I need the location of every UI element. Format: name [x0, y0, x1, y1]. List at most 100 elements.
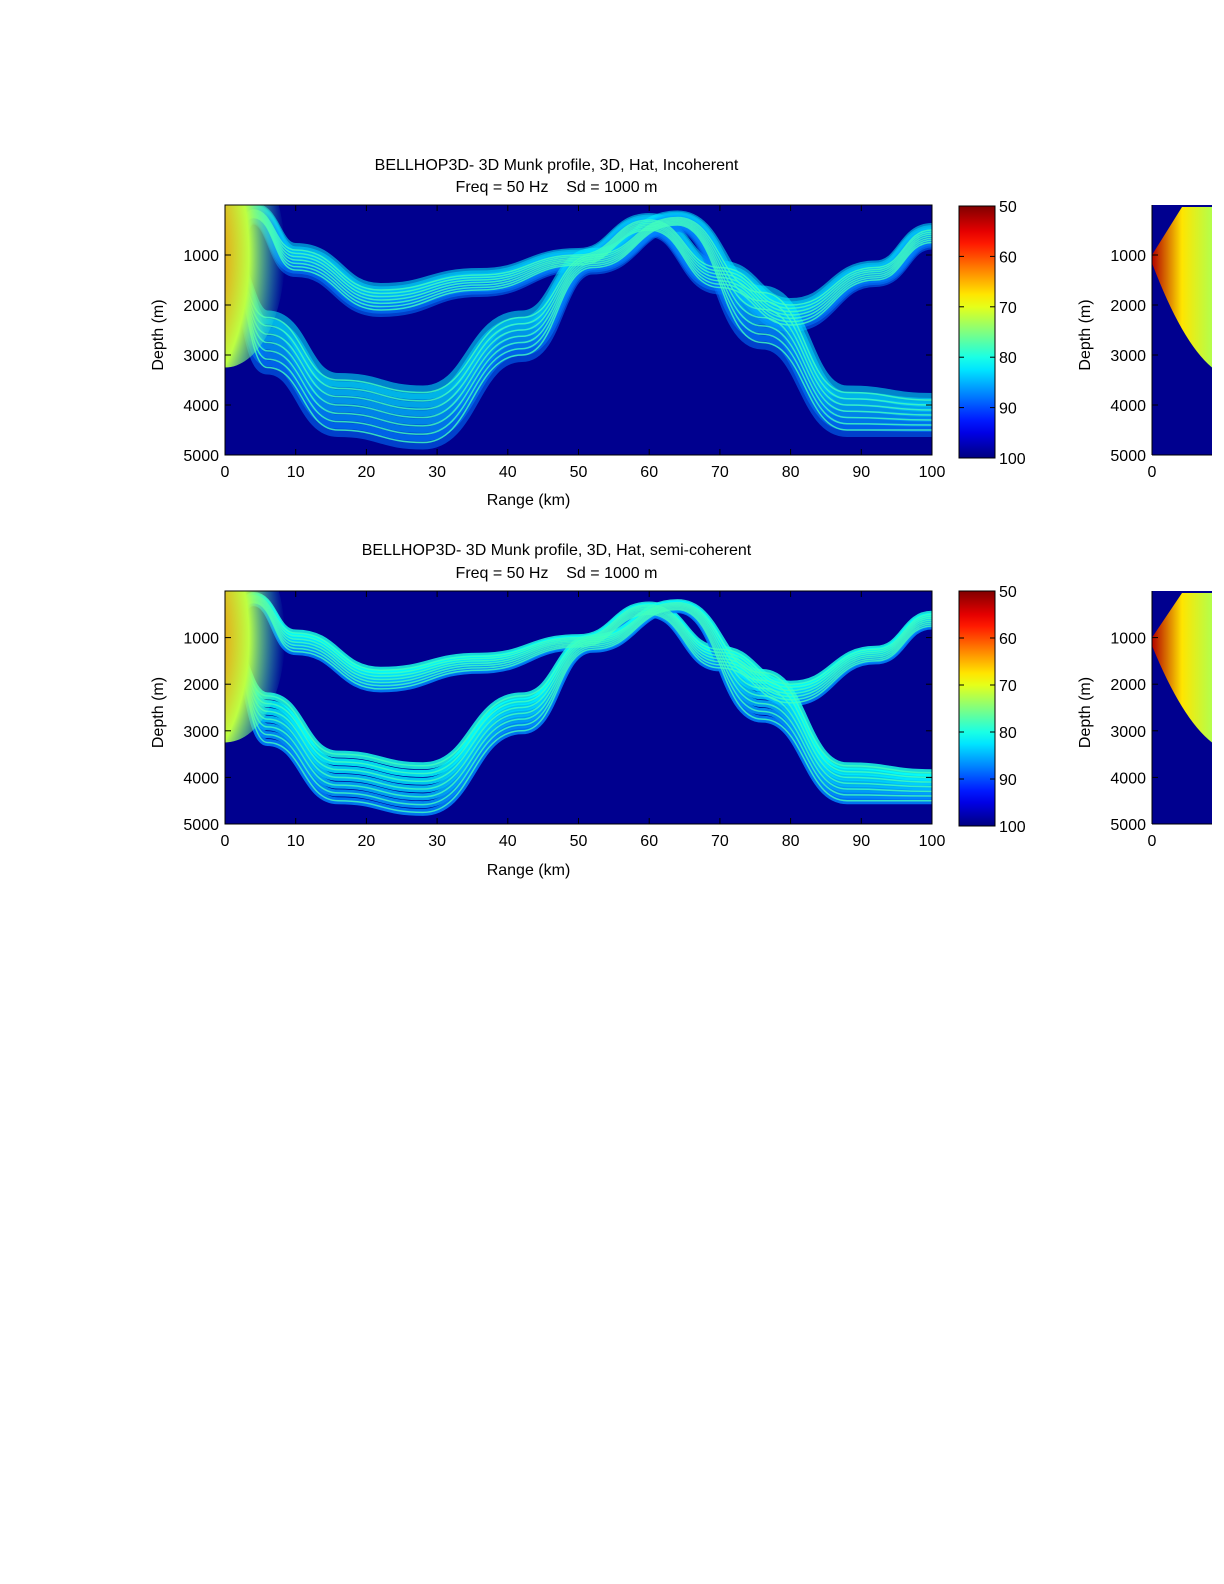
x-tick-label: 10 — [287, 464, 305, 481]
colorbar: 50 60 70 80 90 100 — [958, 199, 1026, 468]
ray-line — [225, 598, 932, 695]
ray-line — [225, 596, 932, 689]
y-tick-label: 4000 — [1110, 398, 1146, 415]
chart-subtitle: Freq = 50 Hz Sd = 1000 m — [456, 565, 658, 582]
chart-panel-2: BELLHOP3D- 3D Munk profile, 3D, Hat, sem… — [150, 542, 1026, 879]
x-tick-label: 90 — [852, 464, 870, 481]
y-tick-label: 1000 — [183, 248, 219, 265]
x-tick-label: 100 — [919, 833, 946, 850]
y-tick-label: 2000 — [183, 298, 219, 315]
heatmap-field — [225, 591, 932, 824]
ray-line — [225, 209, 932, 306]
y-tick-label: 4000 — [1110, 770, 1146, 787]
x-tick-label: 40 — [499, 833, 517, 850]
x-tick-label: 60 — [640, 833, 658, 850]
ray-line — [225, 606, 932, 798]
ray-line — [225, 217, 932, 406]
ray-line — [225, 224, 932, 444]
y-tick-label: 1000 — [183, 631, 219, 648]
colorbar-tick-label: 50 — [999, 584, 1017, 601]
x-tick-label: 70 — [711, 464, 729, 481]
x-tick-label: 80 — [782, 464, 800, 481]
ray-line — [225, 211, 932, 313]
ray-line — [225, 601, 932, 704]
x-tick-label: 0 — [221, 464, 230, 481]
y-tick-label: 5000 — [183, 448, 219, 465]
ray-line — [225, 601, 932, 774]
y-tick-label: 2000 — [1110, 677, 1146, 694]
y-tick-label: 5000 — [183, 817, 219, 834]
heatmap-field — [225, 205, 932, 455]
colorbar-tick-label: 70 — [999, 300, 1017, 317]
colorbar-tick-label: 100 — [999, 819, 1026, 836]
x-tick-label: 40 — [499, 464, 517, 481]
y-axis-label: Depth (m) — [1077, 677, 1094, 748]
colorbar-tick-label: 70 — [999, 678, 1017, 695]
ray-line — [225, 222, 932, 435]
ray-line — [225, 221, 932, 427]
x-tick-label: 30 — [428, 464, 446, 481]
x-tick-label: 0 — [221, 833, 230, 850]
x-tick-label: 0 — [1148, 464, 1157, 481]
source-hotspot — [225, 591, 285, 743]
y-tick-label: 5000 — [1110, 817, 1146, 834]
colorbar-tick-label: 80 — [999, 725, 1017, 742]
x-tick-label: 20 — [358, 833, 376, 850]
ray-line — [225, 212, 932, 316]
x-tick-label: 10 — [287, 833, 305, 850]
ray-line — [225, 594, 932, 685]
source-hotspot — [225, 205, 285, 368]
x-axis-label: Range (km) — [487, 862, 571, 879]
chart-title: BELLHOP3D- 3D Munk profile, 3D, Hat, sem… — [362, 542, 752, 559]
ray-line — [225, 220, 932, 419]
ray-line — [225, 607, 932, 806]
colorbar-tick-label: 60 — [999, 249, 1017, 266]
y-tick-label: 5000 — [1110, 448, 1146, 465]
partial-ray-fan — [1152, 207, 1212, 368]
y-tick-label: 1000 — [1110, 631, 1146, 648]
partial-ray-fan — [1152, 593, 1212, 743]
y-tick-label: 1000 — [1110, 248, 1146, 265]
chart-subtitle: Freq = 50 Hz Sd = 1000 m — [456, 179, 658, 196]
y-axis-label: Depth (m) — [150, 677, 167, 748]
y-tick-label: 3000 — [183, 724, 219, 741]
x-tick-label: 50 — [570, 833, 588, 850]
ray-line — [225, 603, 932, 779]
ray-line — [225, 605, 932, 790]
ray-line — [225, 608, 932, 814]
x-tick-label: 30 — [428, 833, 446, 850]
x-tick-label: 60 — [640, 464, 658, 481]
x-tick-label: 70 — [711, 833, 729, 850]
colorbar-tick-label: 90 — [999, 401, 1017, 418]
colorbar-tick-label: 80 — [999, 350, 1017, 367]
y-tick-label: 4000 — [183, 398, 219, 415]
colorbar-tick-label: 60 — [999, 631, 1017, 648]
colorbar: 50 60 70 80 90 100 — [958, 584, 1026, 836]
x-tick-label: 50 — [570, 464, 588, 481]
colorbar-tick-label: 90 — [999, 772, 1017, 789]
ray-line — [225, 216, 932, 401]
x-tick-label: 100 — [919, 464, 946, 481]
y-tick-label: 3000 — [183, 348, 219, 365]
y-axis-label: Depth (m) — [1077, 299, 1094, 370]
ray-line — [225, 219, 932, 411]
y-axis-label: Depth (m) — [150, 299, 167, 370]
y-tick-label: 3000 — [1110, 724, 1146, 741]
y-tick-label: 2000 — [1110, 298, 1146, 315]
chart-title: BELLHOP3D- 3D Munk profile, 3D, Hat, Inc… — [375, 157, 739, 174]
ray-line — [225, 216, 932, 326]
x-axis-label: Range (km) — [487, 492, 571, 509]
colorbar-tick-label: 100 — [999, 451, 1026, 468]
y-tick-label: 2000 — [183, 677, 219, 694]
x-tick-label: 20 — [358, 464, 376, 481]
y-tick-label: 3000 — [1110, 348, 1146, 365]
x-tick-label: 80 — [782, 833, 800, 850]
colorbar-gradient — [958, 590, 996, 827]
chart-panel-1: BELLHOP3D- 3D Munk profile, 3D, Hat, Inc… — [150, 157, 1026, 509]
colorbar-gradient — [958, 205, 996, 459]
colorbar-tick-label: 50 — [999, 199, 1017, 216]
x-tick-label: 0 — [1148, 833, 1157, 850]
